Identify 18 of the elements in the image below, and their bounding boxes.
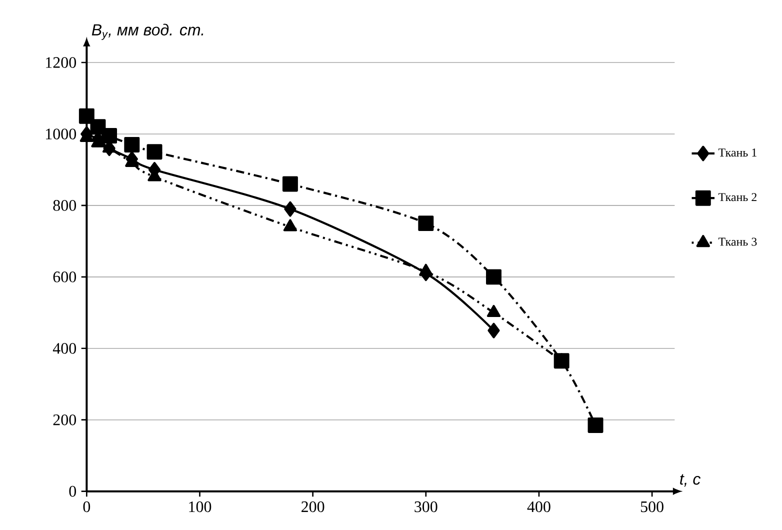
legend-label: Ткань 3 [718,238,757,246]
y-tick-label: 400 [52,342,76,354]
y-tick-label: 1200 [46,57,76,68]
y-tick-label: 600 [53,272,76,282]
y-tick-label: 200 [53,414,76,426]
x-tick-label: 0 [83,501,90,512]
y-tick-label: 1000 [46,128,76,140]
y-tick-label: 0 [69,486,76,497]
x-tick-label: 500 [640,501,664,512]
y-tick-label: 800 [53,200,76,211]
legend-label: Ткань 2 [718,193,756,202]
y-axis-title: B$_{y}$, мм вод. ст. [92,24,204,40]
x-tick-label: 300 [414,501,438,512]
legend-label: Ткань 1 [718,148,756,157]
x-axis-title: t, с [680,474,701,487]
x-tick-label: 200 [302,501,324,512]
x-tick-label: 100 [189,501,212,512]
x-tick-label: 400 [527,501,550,512]
